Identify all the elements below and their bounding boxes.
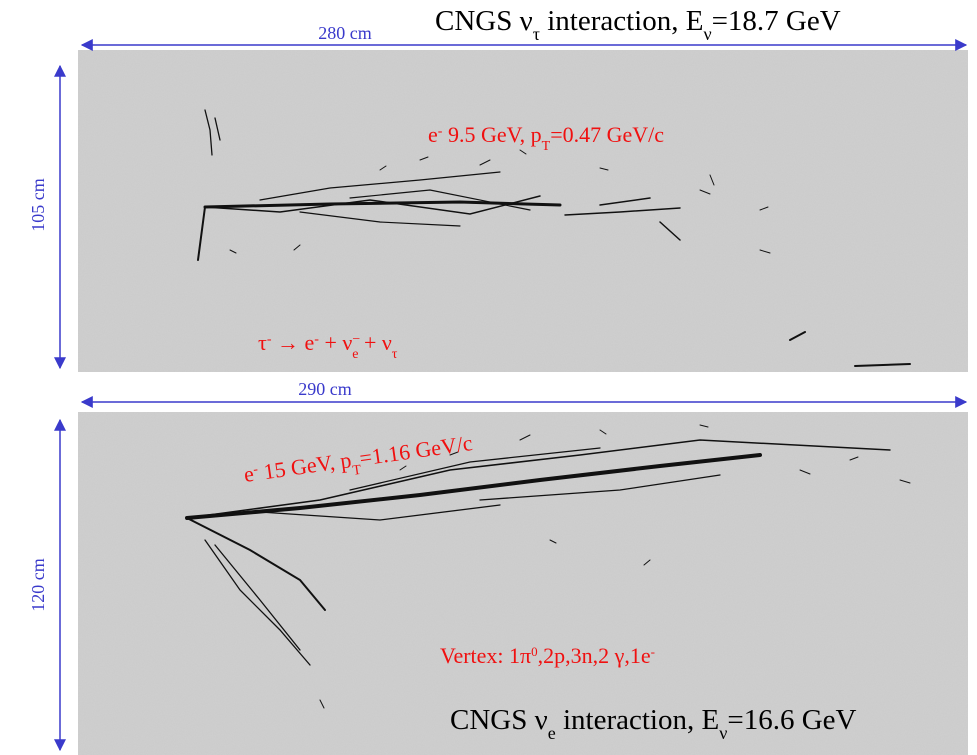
label-part: + ν <box>319 330 352 355</box>
label-part: + ν <box>358 330 391 355</box>
panel-noise <box>78 50 968 372</box>
title-part: interaction, E <box>556 704 719 736</box>
label-part: e <box>428 122 438 147</box>
label-part: ,2p,3n,2 γ,1e <box>538 643 651 668</box>
height-label: 105 cm <box>28 178 48 232</box>
label-part: τ <box>258 330 267 355</box>
panel-title: CNGS ντ interaction, Eν=18.7 GeV <box>435 5 841 44</box>
title-sub: ν <box>719 723 727 743</box>
title-sub: e <box>548 723 556 743</box>
event-display: 280 cm 105 cm CNGS ντ interaction, Eν=18… <box>0 0 977 755</box>
vertex-label: Vertex: 1π0,2p,3n,2 γ,1e- <box>440 643 655 668</box>
title-sub: τ <box>533 24 540 44</box>
label-sup: - <box>651 644 655 659</box>
height-label: 120 cm <box>28 558 48 612</box>
width-label: 280 cm <box>318 23 372 43</box>
title-part: interaction, E <box>540 5 703 37</box>
title-sub: ν <box>703 24 711 44</box>
title-part: =16.6 GeV <box>727 704 856 736</box>
title-part: CNGS ν <box>435 5 533 37</box>
label-part: =0.47 GeV/c <box>550 122 664 147</box>
label-sub: τ <box>392 347 398 362</box>
width-label: 290 cm <box>298 379 352 399</box>
title-part: =18.7 GeV <box>712 5 841 37</box>
title-part: CNGS ν <box>450 704 548 736</box>
label-part: Vertex: 1π <box>440 643 531 668</box>
label-part: 9.5 GeV, p <box>442 122 541 147</box>
label-part: → e <box>272 330 315 355</box>
